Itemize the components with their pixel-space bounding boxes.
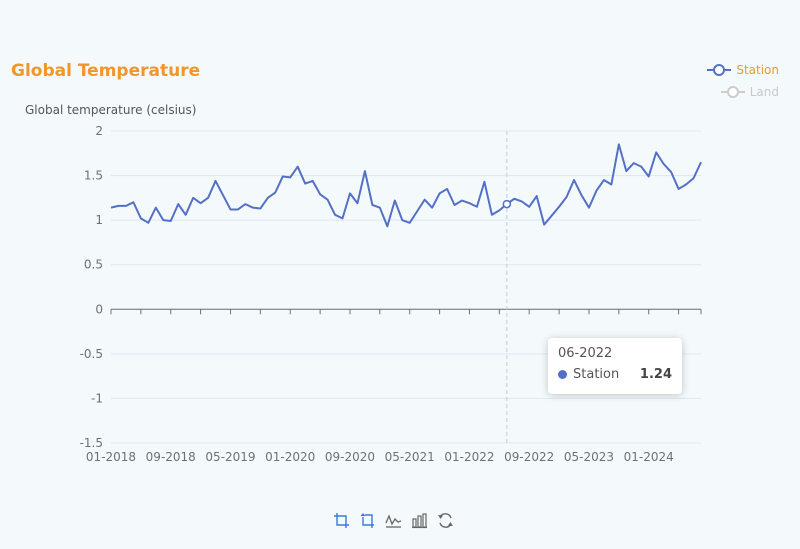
tooltip-value: 1.24 <box>639 367 672 382</box>
y-axis-label: Global temperature (celsius) <box>25 103 196 117</box>
tooltip-title: 06-2022 <box>558 346 613 361</box>
legend-item-land[interactable]: Land <box>720 85 779 99</box>
x-tick-label: 01-2020 <box>265 450 315 464</box>
tooltip: 06-2022 Station 1.24 <box>548 338 682 394</box>
x-tick-label: 01-2024 <box>624 450 674 464</box>
y-tick-label: 1 <box>95 213 103 227</box>
legend-item-station[interactable]: Station <box>707 63 779 77</box>
x-tick-label: 01-2018 <box>86 450 136 464</box>
x-tick-label: 05-2019 <box>205 450 255 464</box>
tooltip-series-name: Station <box>573 367 620 382</box>
y-tick-label: 1.5 <box>84 169 103 183</box>
y-tick-label: 0.5 <box>84 258 103 272</box>
toolbox <box>333 512 454 529</box>
y-tick-label: 2 <box>95 124 103 138</box>
legend-line-circle-icon <box>707 64 732 76</box>
legend-label-station: Station <box>736 63 779 77</box>
x-tick-label: 01-2022 <box>444 450 494 464</box>
chart-title: Global Temperature <box>11 61 201 81</box>
y-tick-label: -1 <box>91 391 103 405</box>
legend-line-circle-icon <box>720 86 745 98</box>
legend-label-land: Land <box>749 85 779 99</box>
zoom-reset-icon[interactable] <box>359 512 376 529</box>
x-tick-label: 05-2021 <box>385 450 435 464</box>
x-tick-label: 05-2023 <box>564 450 614 464</box>
line-icon[interactable] <box>385 512 402 529</box>
y-tick-label: 0 <box>95 302 103 316</box>
y-tick-label: -1.5 <box>80 436 103 450</box>
series-line-station <box>110 143 702 228</box>
x-tick-label: 09-2018 <box>146 450 196 464</box>
bar-icon[interactable] <box>411 512 428 529</box>
zoom-icon[interactable] <box>333 512 350 529</box>
x-tick-label: 09-2020 <box>325 450 375 464</box>
y-tick-label: -0.5 <box>80 347 103 361</box>
tooltip-series-dot <box>558 370 567 379</box>
highlighted-data-point[interactable] <box>502 199 512 209</box>
restore-icon[interactable] <box>437 512 454 529</box>
x-tick-label: 09-2022 <box>504 450 554 464</box>
